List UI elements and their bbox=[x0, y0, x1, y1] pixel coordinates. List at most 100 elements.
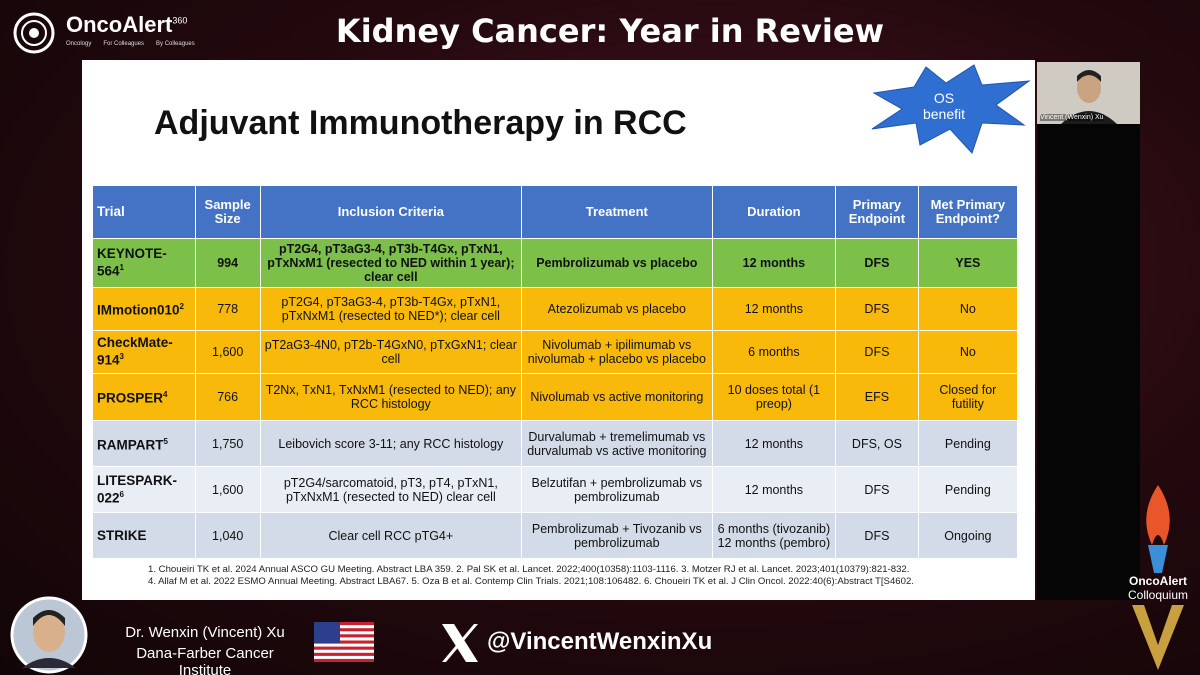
treatment-cell: Pembrolizumab + Tivozanib vs pembrolizum… bbox=[520, 512, 713, 559]
footnote: 4. Allaf M et al. 2022 ESMO Annual Meeti… bbox=[148, 576, 914, 587]
trial-cell: KEYNOTE-5641 bbox=[92, 238, 196, 288]
sample-cell: 1,600 bbox=[194, 466, 261, 513]
met-cell: Closed for futility bbox=[917, 373, 1019, 421]
column-header: Sample Size bbox=[194, 185, 261, 239]
column-header: Primary Endpoint bbox=[835, 185, 919, 239]
trial-ref: 5 bbox=[163, 436, 168, 446]
table-row: KEYNOTE-5641 994 pT2G4, pT3aG3-4, pT3b-T4G… bbox=[92, 238, 1019, 288]
column-header: Inclusion Criteria bbox=[259, 185, 522, 239]
trial-name: RAMPART bbox=[97, 437, 164, 453]
met-cell: No bbox=[917, 287, 1019, 331]
trial-cell: RAMPART5 bbox=[92, 420, 196, 467]
speaker-affiliation: Dana-Farber Cancer Institute bbox=[136, 645, 274, 675]
social-handle: @VincentWenxinXu bbox=[487, 628, 713, 655]
trial-ref: 2 bbox=[179, 302, 184, 312]
table-row: PROSPER4 766 T2Nx, TxN1, TxNxM1 (resected … bbox=[92, 373, 1019, 421]
trial-cell: STRIKE bbox=[92, 512, 196, 559]
webcam-video bbox=[1037, 62, 1140, 124]
trial-cell: IMmotion0102 bbox=[92, 287, 196, 331]
trial-cell: PROSPER4 bbox=[92, 373, 196, 421]
sample-cell: 1,040 bbox=[194, 512, 261, 559]
trial-ref: 3 bbox=[119, 352, 124, 362]
speaker-name: Dr. Wenxin (Vincent) Xu bbox=[125, 624, 285, 641]
torch-logo bbox=[1132, 485, 1184, 670]
duration-cell: 6 months bbox=[711, 330, 837, 374]
duration-cell: 10 doses total (1 preop) bbox=[711, 373, 837, 421]
sample-cell: 766 bbox=[194, 373, 261, 421]
inclusion-cell: pT2G4, pT3aG3-4, pT3b-T4Gx, pTxN1, pTxNx… bbox=[259, 287, 522, 331]
met-cell: No bbox=[917, 330, 1019, 374]
trial-ref: 4 bbox=[163, 390, 168, 400]
header-row: Trial Sample Size Inclusion Criteria Treatm… bbox=[92, 185, 1019, 239]
trial-cell: LITESPARK-0226 bbox=[92, 466, 196, 513]
treatment-cell: Belzutifan + pembrolizumab vs pembrolizu… bbox=[520, 466, 713, 513]
footnotes: 1. Choueiri TK et al. 2024 Annual ASCO G… bbox=[148, 564, 914, 588]
treatment-cell: Nivolumab vs active monitoring bbox=[520, 373, 713, 421]
trial-name: IMmotion010 bbox=[97, 302, 180, 318]
sample-cell: 778 bbox=[194, 287, 261, 331]
endpoint-cell: DFS bbox=[835, 512, 919, 559]
page-title: Kidney Cancer: Year in Review bbox=[335, 12, 885, 50]
met-cell: Pending bbox=[917, 466, 1019, 513]
sample-cell: 1,600 bbox=[194, 330, 261, 374]
trial-cell: CheckMate-9143 bbox=[92, 330, 196, 374]
table-row: CheckMate-9143 1,600 pT2aG3-4N0, pT2b-T4Gx… bbox=[92, 330, 1019, 374]
speaker-photo bbox=[10, 596, 88, 674]
trial-name: KEYNOTE-564 bbox=[97, 246, 167, 279]
inclusion-cell: pT2G4, pT3aG3-4, pT3b-T4Gx, pTxN1, pTxNx… bbox=[259, 238, 522, 288]
table-row: STRIKE 1,040 Clear cell RCC pTG4+ Pembroliz… bbox=[92, 512, 1019, 559]
slide: Adjuvant Immunotherapy in RCC OS benefit… bbox=[82, 60, 1035, 600]
inclusion-cell: T2Nx, TxN1, TxNxM1 (resected to NED); an… bbox=[259, 373, 522, 421]
brand: OncoAlert bbox=[1128, 574, 1187, 588]
met-cell: Ongoing bbox=[917, 512, 1019, 559]
sample-cell: 1,750 bbox=[194, 420, 261, 467]
endpoint-cell: EFS bbox=[835, 373, 919, 421]
duration-cell: 12 months bbox=[711, 466, 837, 513]
tagline: Oncology For Colleagues By Colleagues bbox=[66, 41, 195, 47]
trial-ref: 6 bbox=[119, 489, 124, 499]
logo: OncoAlert360 bbox=[66, 12, 188, 37]
duration-cell: 12 months bbox=[711, 287, 837, 331]
sample-cell: 994 bbox=[194, 238, 261, 288]
endpoint-cell: DFS bbox=[835, 330, 919, 374]
endpoint-cell: DFS bbox=[835, 287, 919, 331]
inclusion-cell: Leibovich score 3-11; any RCC histology bbox=[259, 420, 522, 467]
inclusion-cell: Clear cell RCC pTG4+ bbox=[259, 512, 522, 559]
column-header: Duration bbox=[711, 185, 837, 239]
slide-title: Adjuvant Immunotherapy in RCC bbox=[154, 104, 687, 142]
trial-ref: 1 bbox=[119, 263, 124, 273]
treatment-cell: Pembrolizumab vs placebo bbox=[520, 238, 713, 288]
flag bbox=[314, 622, 374, 662]
met-cell: YES bbox=[917, 238, 1019, 288]
inclusion-cell: pT2aG3-4N0, pT2b-T4GxN0, pTxGxN1; clear … bbox=[259, 330, 522, 374]
endpoint-cell: DFS, OS bbox=[835, 420, 919, 467]
trial-name: PROSPER bbox=[97, 390, 164, 406]
table-row: LITESPARK-0226 1,600 pT2G4/sarcomatoid, pT… bbox=[92, 466, 1019, 513]
column-header: Met Primary Endpoint? bbox=[917, 185, 1019, 239]
trial-name: CheckMate-914 bbox=[97, 335, 173, 368]
duration-cell: 12 months bbox=[711, 238, 837, 288]
table-row: RAMPART5 1,750 Leibovich score 3-11; any R… bbox=[92, 420, 1019, 467]
webcam-label: Vincent (Wenxin) Xu bbox=[1040, 114, 1104, 121]
inclusion-cell: pT2G4/sarcomatoid, pT3, pT4, pTxN1, pTxN… bbox=[259, 466, 522, 513]
table-row: IMmotion0102 778 pT2G4, pT3aG3-4, pT3b-T4G… bbox=[92, 287, 1019, 331]
x-logo bbox=[442, 624, 478, 662]
endpoint-cell: DFS bbox=[835, 466, 919, 513]
logo-icon bbox=[13, 12, 55, 54]
callout: OS benefit bbox=[922, 90, 966, 122]
trial-table: Trial Sample Size Inclusion Criteria Treatm… bbox=[92, 185, 1019, 559]
endpoint-cell: DFS bbox=[835, 238, 919, 288]
column-header: Trial bbox=[92, 185, 196, 239]
trial-name: LITESPARK-022 bbox=[97, 472, 177, 506]
starburst bbox=[871, 64, 1031, 154]
treatment-cell: Nivolumab + ipilimumab vs nivolumab + pl… bbox=[520, 330, 713, 374]
treatment-cell: Atezolizumab vs placebo bbox=[520, 287, 713, 331]
trial-name: STRIKE bbox=[97, 527, 147, 543]
duration-cell: 12 months bbox=[711, 420, 837, 467]
brand-sub: Colloquium bbox=[1127, 588, 1189, 602]
met-cell: Pending bbox=[917, 420, 1019, 467]
duration-cell: 6 months (tivozanib) 12 months (pembro) bbox=[711, 512, 837, 559]
footnote: 1. Choueiri TK et al. 2024 Annual ASCO G… bbox=[148, 564, 910, 575]
column-header: Treatment bbox=[520, 185, 713, 239]
